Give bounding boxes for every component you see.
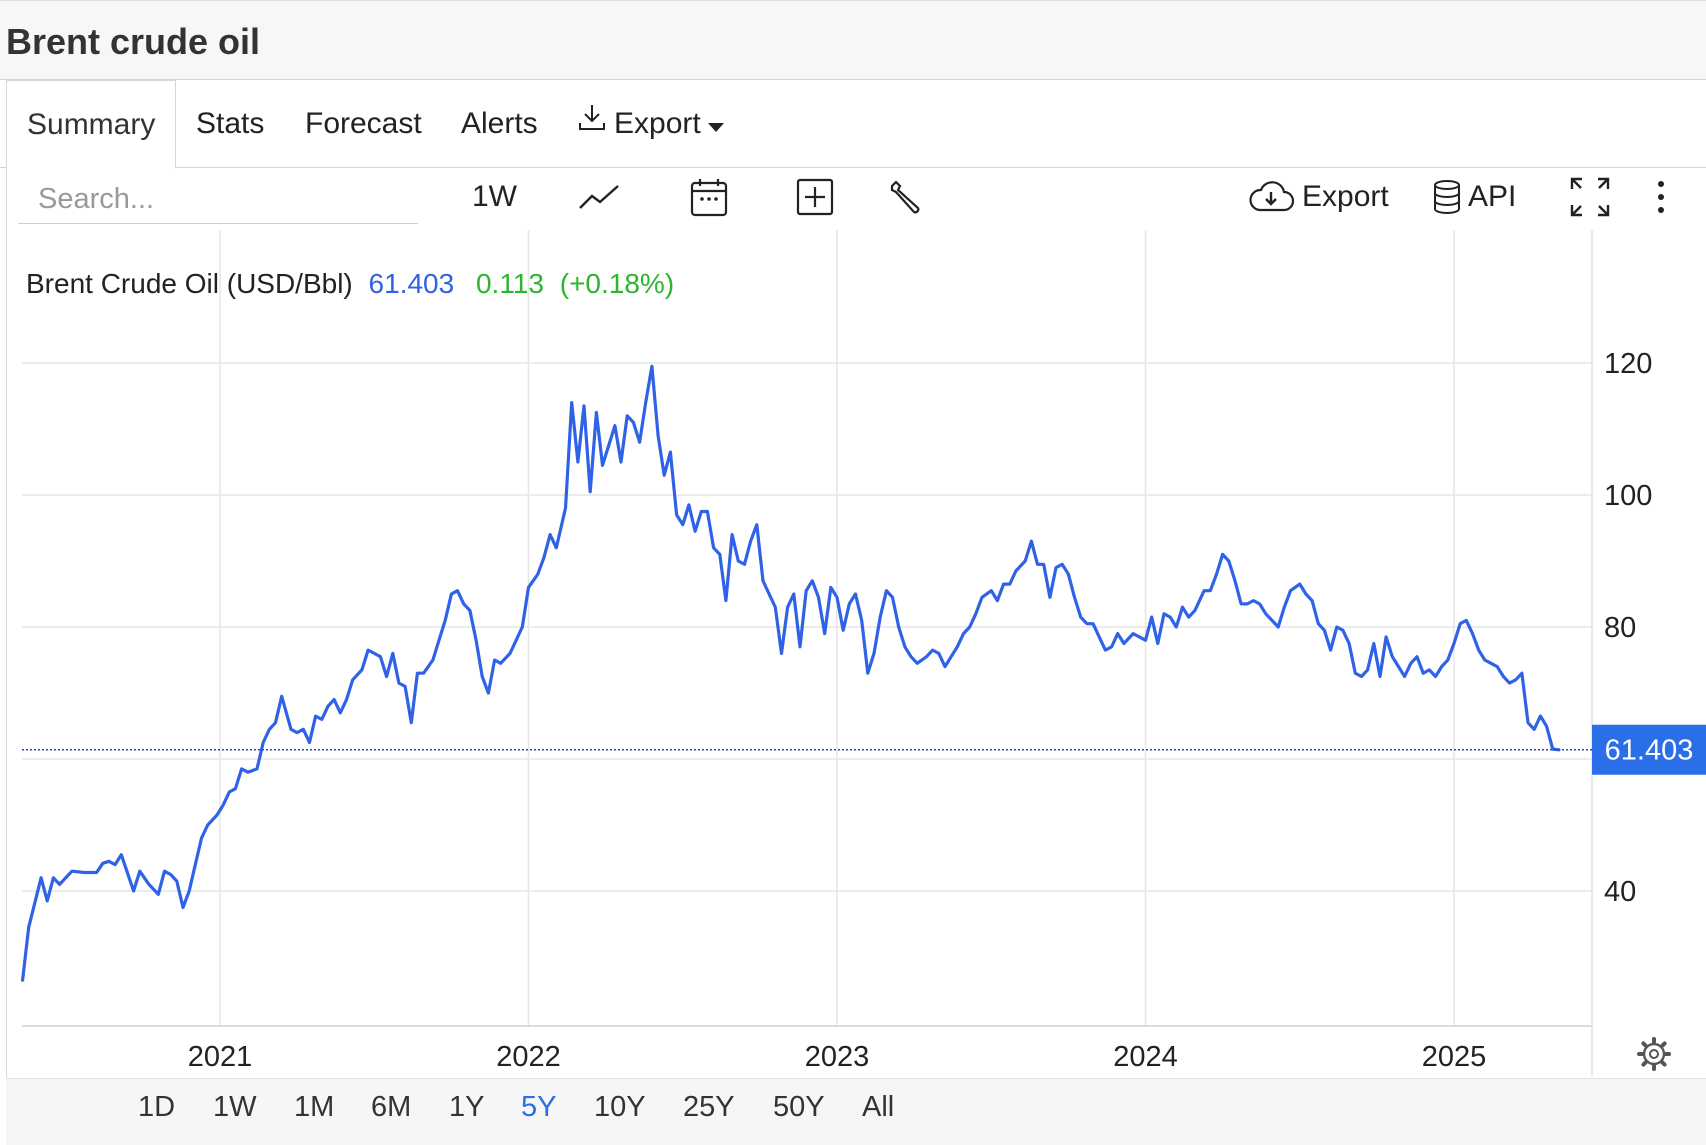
- range-50y[interactable]: 50Y: [773, 1091, 825, 1123]
- legend-name: Brent Crude Oil (USD/Bbl): [26, 268, 353, 299]
- chart-toolbar: 1W Export API: [0, 168, 1706, 230]
- chart-legend: Brent Crude Oil (USD/Bbl) 61.403 0.113 (…: [26, 268, 674, 299]
- download-icon: [576, 80, 608, 168]
- grid: [22, 230, 1592, 1026]
- tab-summary[interactable]: Summary: [6, 80, 177, 169]
- series: [21, 364, 1592, 982]
- line-chart-icon[interactable]: [578, 168, 620, 226]
- axes: 2021 2022 2023 2024 2025 40 80 100 120 61.403: [22, 230, 1706, 1076]
- range-10y[interactable]: 10Y: [594, 1091, 646, 1123]
- range-1m[interactable]: 1M: [294, 1091, 335, 1123]
- export-label: Export: [1302, 180, 1389, 213]
- last-price-badge: [1592, 724, 1706, 775]
- tab-forecast[interactable]: Forecast: [305, 107, 422, 140]
- tab-bar: Summary Stats Forecast Alerts Export: [0, 80, 1706, 169]
- search-input[interactable]: [18, 176, 418, 224]
- page-header: Brent crude oil: [0, 0, 1706, 80]
- api-label: API: [1468, 180, 1517, 213]
- range-5y[interactable]: 5Y: [521, 1091, 557, 1123]
- tab-export[interactable]: Export: [576, 80, 725, 168]
- tab-export-label: Export: [614, 107, 701, 140]
- api-button[interactable]: API: [1432, 168, 1516, 226]
- fullscreen-icon[interactable]: [1570, 168, 1610, 226]
- range-1w[interactable]: 1W: [213, 1091, 257, 1123]
- settings-icon[interactable]: [1637, 1037, 1671, 1071]
- panel-border: [6, 168, 7, 1145]
- more-vert-icon[interactable]: [1654, 168, 1668, 226]
- x-tick-label: 2024: [1113, 1041, 1178, 1073]
- x-tick-label: 2023: [805, 1041, 870, 1073]
- range-selector: 1D 1W 1M 6M 1Y 5Y 10Y 25Y 50Y All: [6, 1078, 1706, 1145]
- range-1y[interactable]: 1Y: [449, 1091, 485, 1123]
- cloud-download-icon: [1248, 180, 1294, 214]
- caret-down-icon: [707, 80, 725, 168]
- last-price-label: 61.403: [1605, 735, 1694, 767]
- export-button[interactable]: Export: [1248, 168, 1389, 226]
- database-icon: [1432, 179, 1462, 215]
- legend-change-pct: (+0.18%): [560, 268, 674, 299]
- range-1d[interactable]: 1D: [138, 1091, 176, 1123]
- calendar-icon[interactable]: [690, 168, 728, 226]
- page-title: Brent crude oil: [6, 21, 261, 62]
- interval-selector[interactable]: 1W: [472, 180, 517, 213]
- tab-stats[interactable]: Stats: [196, 107, 265, 140]
- range-6m[interactable]: 6M: [371, 1091, 412, 1123]
- price-chart[interactable]: 2021 2022 2023 2024 2025 40 80 100 120 61.403 Bre…: [0, 230, 1706, 1078]
- y-tick-label: 80: [1604, 612, 1636, 644]
- x-tick-label: 2022: [496, 1041, 561, 1073]
- legend-price: 61.403: [369, 268, 455, 299]
- add-indicator-icon[interactable]: [796, 168, 834, 226]
- x-tick-label: 2025: [1422, 1041, 1487, 1073]
- range-all[interactable]: All: [862, 1091, 895, 1123]
- legend-change: 0.113: [476, 268, 544, 299]
- y-tick-label: 120: [1604, 348, 1652, 380]
- y-tick-label: 40: [1604, 876, 1636, 908]
- range-25y[interactable]: 25Y: [683, 1091, 735, 1123]
- x-tick-label: 2021: [188, 1041, 253, 1073]
- price-line: [21, 364, 1561, 982]
- y-tick-label: 100: [1604, 480, 1652, 512]
- wrench-icon[interactable]: [888, 168, 926, 226]
- tab-alerts[interactable]: Alerts: [461, 107, 538, 140]
